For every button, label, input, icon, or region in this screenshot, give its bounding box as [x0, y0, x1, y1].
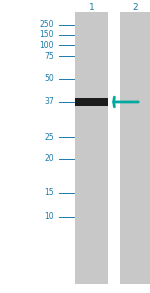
Text: 50: 50	[44, 74, 54, 83]
Text: 10: 10	[44, 212, 54, 221]
Text: 2: 2	[132, 3, 138, 12]
Text: 25: 25	[44, 133, 54, 142]
Text: 15: 15	[44, 188, 54, 197]
Text: 150: 150	[39, 30, 54, 39]
Text: 20: 20	[44, 154, 54, 163]
Text: 100: 100	[39, 41, 54, 50]
Text: 1: 1	[89, 3, 94, 12]
Text: 250: 250	[39, 21, 54, 29]
Text: 37: 37	[44, 98, 54, 106]
Bar	[120, 12, 150, 284]
Text: 75: 75	[44, 52, 54, 61]
Bar	[75, 12, 108, 284]
Bar	[75, 98, 108, 106]
